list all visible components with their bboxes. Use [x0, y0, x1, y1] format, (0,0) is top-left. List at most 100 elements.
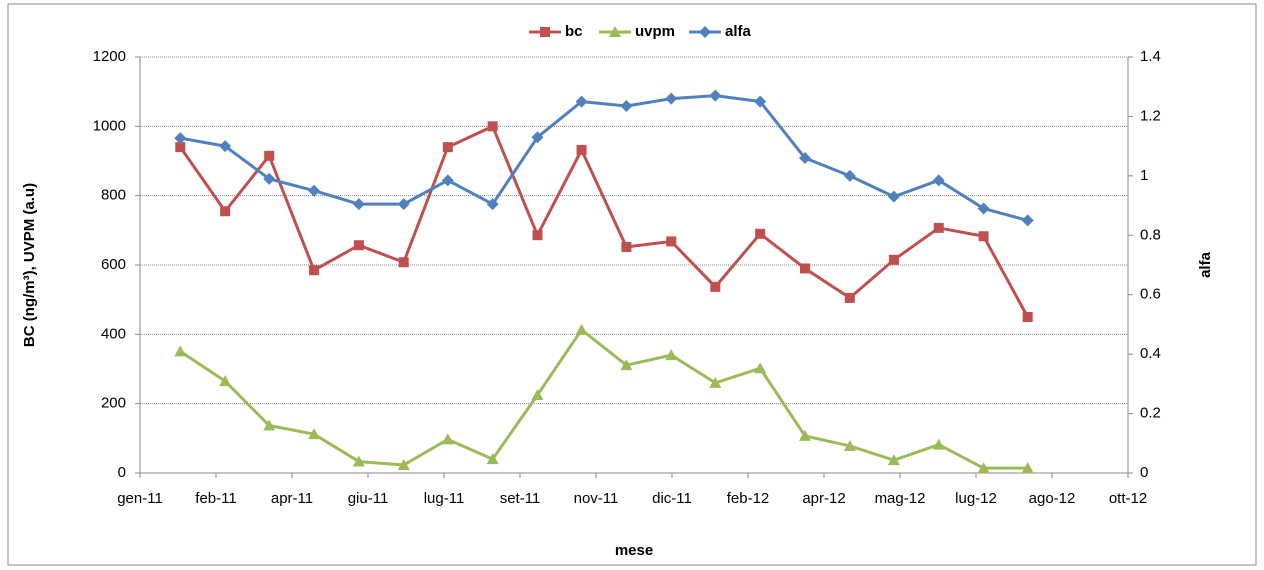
marker [441, 174, 454, 187]
x-tick-label: lug-12 [955, 490, 997, 507]
marker [398, 257, 409, 268]
marker [441, 433, 454, 445]
marker [576, 144, 587, 155]
marker [709, 89, 722, 102]
y-tick-label: 1000 [93, 117, 126, 134]
marker [887, 190, 900, 203]
y2-tick-label: 1.2 [1140, 107, 1161, 124]
marker [486, 453, 499, 465]
y2-tick-label: 0 [1140, 464, 1148, 481]
legend-marker [540, 27, 550, 37]
marker [353, 240, 364, 251]
marker [1021, 214, 1034, 227]
marker [487, 121, 498, 132]
y2-tick-label: 1.4 [1140, 48, 1161, 65]
y2-axis-label: alfa [1197, 251, 1214, 278]
chart-frame [7, 3, 1257, 566]
marker [219, 140, 232, 153]
x-tick-label: set-11 [500, 490, 541, 507]
y-tick-label: 0 [118, 464, 126, 481]
legend-label: uvpm [635, 23, 675, 40]
marker [174, 345, 187, 357]
y-tick-label: 400 [101, 325, 126, 342]
marker [844, 292, 855, 303]
marker [575, 95, 588, 108]
marker [932, 438, 945, 450]
marker [843, 439, 856, 451]
marker [263, 419, 276, 431]
x-tick-label: nov-11 [574, 490, 619, 507]
marker [888, 254, 899, 265]
y-tick-label: 1200 [93, 48, 126, 65]
x-tick-label: mag-12 [875, 490, 926, 507]
legend-marker [699, 26, 711, 38]
y-axis-label: BC (ng/m³), UVPM (a.u) [21, 183, 38, 347]
series-line [180, 94, 1029, 222]
marker [220, 206, 231, 217]
marker [754, 362, 767, 374]
marker [666, 236, 677, 247]
marker [263, 172, 276, 185]
x-tick-label: giu-11 [348, 490, 389, 507]
marker [352, 455, 365, 467]
y2-tick-label: 0.4 [1140, 345, 1161, 362]
x-tick-label: apr-11 [271, 490, 313, 507]
marker [800, 263, 810, 274]
marker [932, 174, 945, 187]
marker [799, 429, 811, 441]
marker [531, 389, 544, 400]
x-tick-label: dic-11 [652, 490, 692, 507]
marker [308, 184, 321, 197]
marker [710, 281, 721, 292]
marker [977, 462, 990, 474]
marker [442, 142, 453, 153]
legend-label: alfa [725, 23, 752, 40]
marker [709, 376, 722, 388]
marker [352, 198, 365, 211]
marker [977, 202, 990, 215]
x-tick-label: ott-12 [1109, 490, 1147, 507]
marker [755, 228, 766, 239]
marker [308, 428, 321, 440]
x-tick-label: lug-11 [424, 490, 465, 507]
y2-tick-label: 0.6 [1140, 286, 1161, 303]
marker [219, 375, 232, 387]
marker [397, 459, 410, 471]
x-tick-label: ago-12 [1029, 490, 1076, 507]
marker [397, 198, 410, 211]
x-axis-label: mese [615, 542, 653, 559]
marker [754, 95, 767, 108]
series-line [179, 124, 1029, 318]
marker [575, 323, 588, 335]
marker [174, 132, 187, 145]
legend-marker [609, 26, 621, 37]
marker [175, 142, 186, 153]
y2-tick-label: 0.2 [1140, 405, 1161, 422]
x-tick-label: feb-12 [727, 490, 770, 507]
legend-label: bc [565, 23, 583, 40]
y2-tick-label: 1 [1140, 167, 1148, 184]
marker [887, 454, 900, 466]
marker [665, 349, 678, 361]
x-tick-label: apr-12 [802, 490, 845, 507]
marker [532, 230, 543, 241]
marker [933, 222, 944, 233]
series-line [179, 327, 1028, 470]
y-tick-label: 800 [101, 187, 126, 204]
marker [620, 100, 633, 113]
y2-tick-label: 0.8 [1140, 226, 1161, 243]
y-tick-label: 200 [101, 395, 126, 412]
marker [799, 152, 811, 165]
marker [264, 150, 275, 161]
marker [665, 92, 678, 105]
marker [620, 359, 633, 371]
x-tick-label: gen-11 [117, 490, 163, 507]
marker [1022, 312, 1033, 322]
marker [1021, 462, 1034, 474]
x-tick-label: feb-11 [195, 490, 236, 507]
marker [531, 131, 544, 144]
marker [309, 265, 320, 276]
marker [486, 198, 499, 211]
marker [621, 241, 632, 252]
